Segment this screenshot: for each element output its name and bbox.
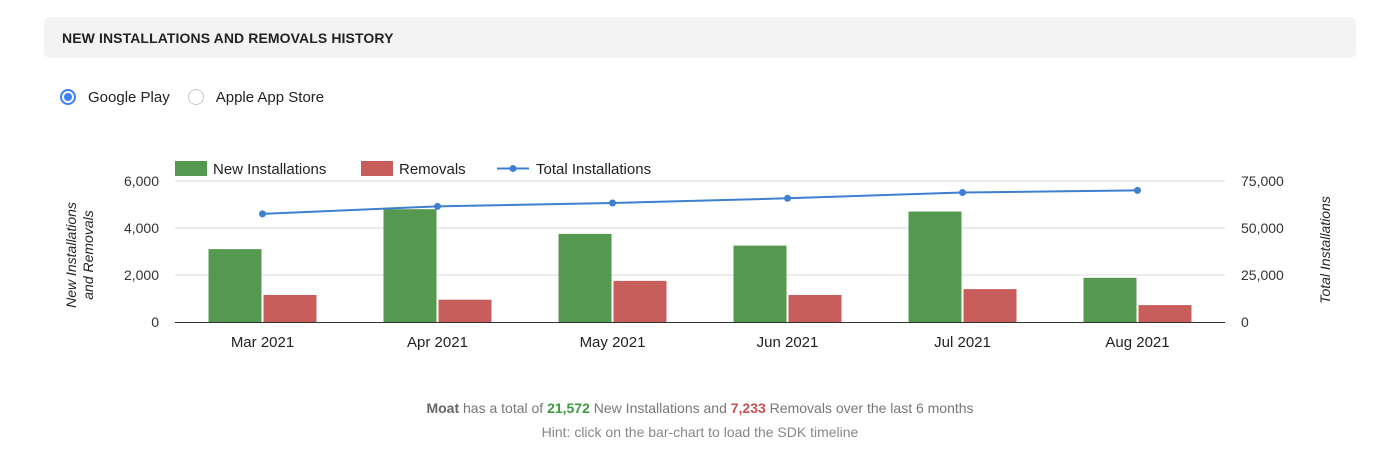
bar-new-installations[interactable] — [1083, 277, 1137, 322]
hint-text: Hint: click on the bar-chart to load the… — [541, 424, 859, 440]
bar-removals[interactable] — [963, 289, 1017, 322]
legend-removals-swatch — [361, 161, 393, 176]
legend-removals-label: Removals — [399, 161, 466, 178]
section-header: NEW INSTALLATIONS AND REMOVALS HISTORY — [44, 17, 1356, 58]
bar-removals[interactable] — [613, 280, 667, 322]
legend-total-installations-marker — [509, 165, 517, 172]
point-total-installations — [609, 199, 616, 207]
apple-app-store-label[interactable]: Apple App Store — [215, 88, 325, 106]
y-tick-label: 4,000 — [124, 220, 159, 236]
line-total-installations — [262, 189, 1138, 215]
bar-new-installations[interactable] — [208, 249, 262, 322]
legend-new-installations-label: New Installations — [213, 161, 326, 178]
x-tick-label: May 2021 — [580, 334, 646, 351]
summary-app-name: Moat — [426, 400, 460, 416]
summary-text: Moat has a total of 21,572 New Installat… — [0, 400, 1400, 416]
google-play-label[interactable]: Google Play — [88, 88, 170, 106]
point-total-installations — [1134, 186, 1141, 194]
summary-removals-total: 7,233 — [730, 400, 766, 416]
summary-text-part-3: Removals over the last 6 months — [765, 400, 974, 416]
point-total-installations — [784, 194, 791, 202]
radio-apple-app-store[interactable]: Apple App Store — [187, 88, 325, 106]
y2-tick-label: 25,000 — [1241, 267, 1284, 283]
installations-chart[interactable]: 0 0 2,000 25,000 4,000 50,000 6,000 75,000 Mar 2… — [0, 0, 1400, 390]
y2-tick-label: 0 — [1241, 314, 1249, 330]
point-total-installations — [434, 202, 441, 210]
google-play-radio-icon[interactable] — [60, 89, 76, 105]
bar-new-installations[interactable] — [383, 209, 437, 322]
bar-removals[interactable] — [788, 294, 842, 322]
x-tick-label: Jun 2021 — [757, 334, 819, 351]
bar-new-installations[interactable] — [908, 211, 962, 322]
x-tick-label: Aug 2021 — [1105, 334, 1169, 351]
bar-removals[interactable] — [1138, 305, 1192, 322]
y-tick-label: 6,000 — [124, 173, 159, 189]
point-total-installations — [959, 188, 966, 196]
bar-removals[interactable] — [438, 299, 492, 322]
summary-text-part-1: has a total of — [459, 400, 548, 416]
x-tick-label: Jul 2021 — [934, 334, 991, 351]
bar-removals[interactable] — [263, 294, 317, 322]
y-tick-label: 2,000 — [124, 267, 159, 283]
y2-tick-label: 50,000 — [1241, 220, 1284, 236]
x-tick-label: Apr 2021 — [407, 334, 468, 351]
store-selector: Google Play Apple App Store — [60, 86, 342, 108]
legend-total-installations-label: Total Installations — [536, 161, 651, 178]
section-title: NEW INSTALLATIONS AND REMOVALS HISTORY — [62, 29, 394, 46]
y-tick-label: 0 — [151, 314, 159, 330]
bar-new-installations[interactable] — [558, 233, 612, 322]
x-tick-label: Mar 2021 — [231, 334, 294, 351]
point-total-installations — [259, 210, 266, 218]
summary-new-installations-total: 21,572 — [547, 400, 590, 416]
y-axis-title: New Installationsand Removals — [63, 202, 96, 308]
y2-tick-label: 75,000 — [1241, 173, 1284, 189]
radio-google-play[interactable]: Google Play — [60, 89, 170, 106]
apple-app-store-radio-icon[interactable] — [187, 89, 204, 105]
y2-axis-title: Total Installations — [1317, 196, 1333, 304]
summary-text-part-2: New Installations and — [589, 400, 731, 416]
bar-new-installations[interactable] — [733, 245, 787, 322]
legend-new-installations-swatch — [175, 161, 207, 176]
